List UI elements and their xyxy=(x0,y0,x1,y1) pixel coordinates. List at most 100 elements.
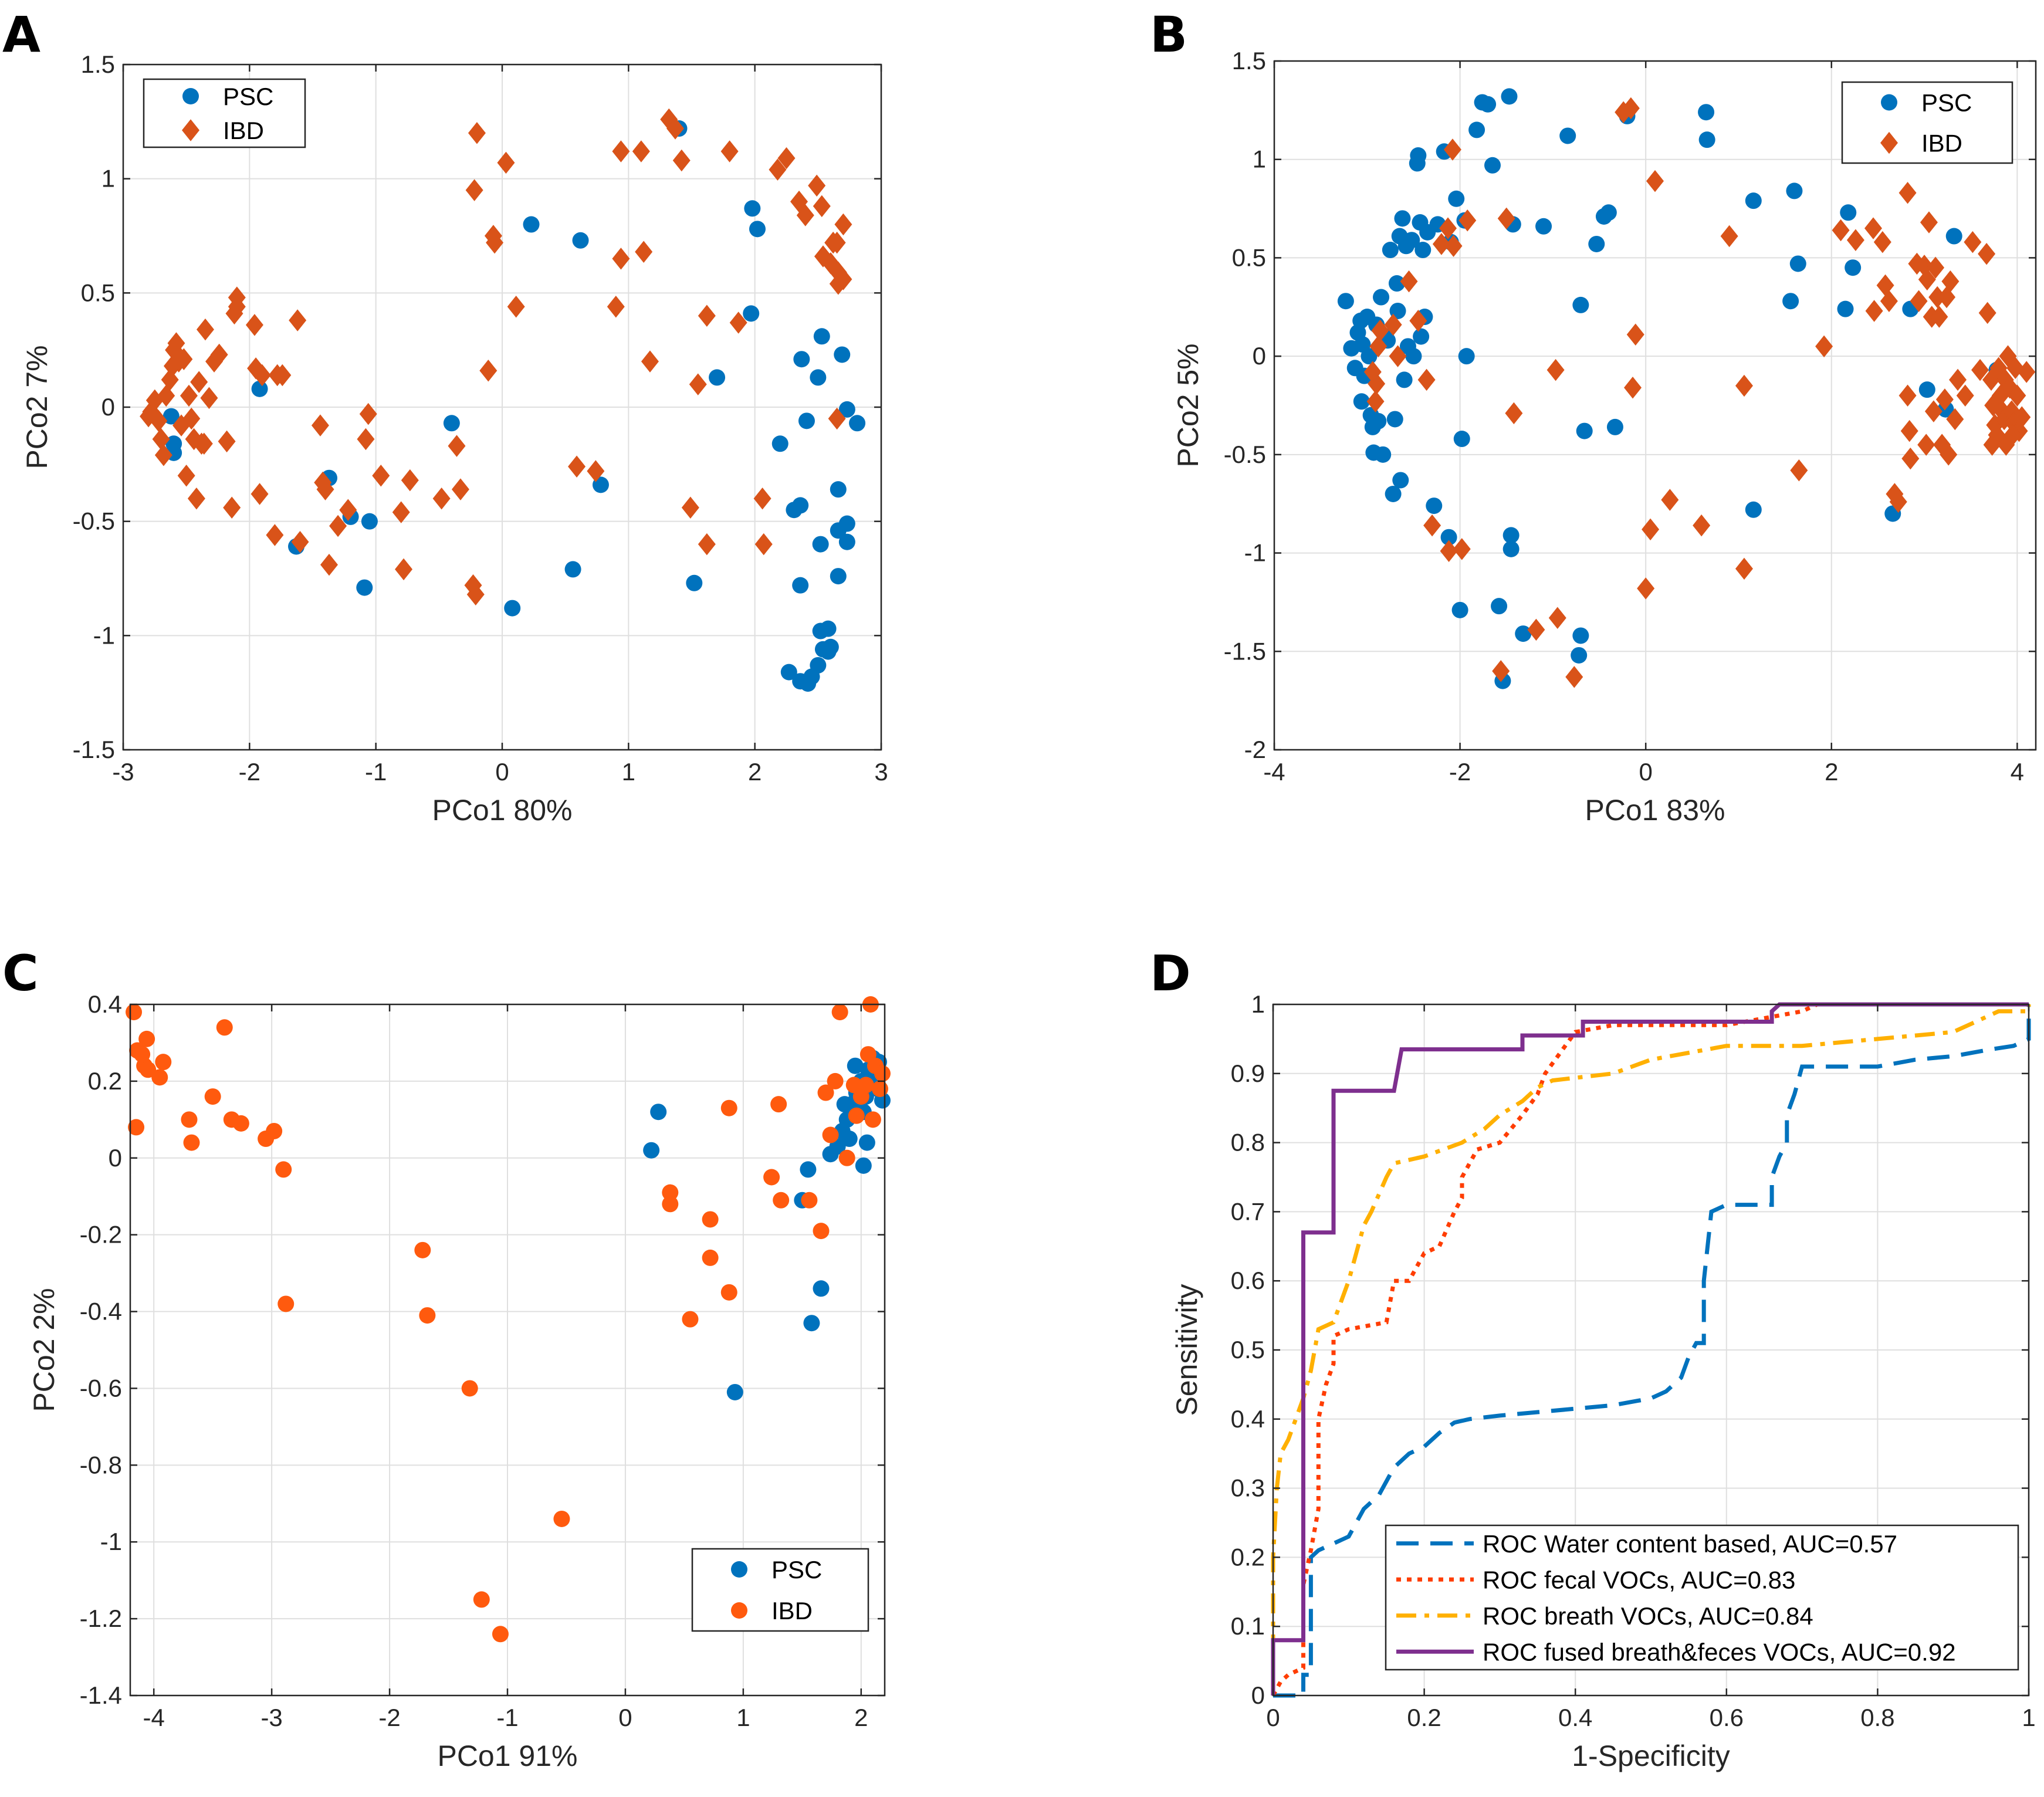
ibd-point xyxy=(196,318,214,341)
psc-point xyxy=(803,1315,820,1332)
psc-point xyxy=(443,415,460,432)
y-tick-label: 0.4 xyxy=(88,990,122,1018)
psc-point xyxy=(847,1057,864,1074)
psc-point xyxy=(1403,232,1420,249)
psc-point xyxy=(1837,300,1854,317)
ibd-point xyxy=(200,387,218,410)
x-tick-label: -1 xyxy=(496,1704,518,1731)
series-ibd xyxy=(140,108,852,606)
ibd-point xyxy=(864,1111,881,1128)
ibd-point xyxy=(817,1084,834,1101)
legend-marker xyxy=(731,1561,747,1578)
ibd-point xyxy=(672,149,691,172)
psc-point xyxy=(1370,412,1387,429)
x-tick-label: 0.2 xyxy=(1407,1704,1441,1731)
x-tick-label: 0 xyxy=(1639,758,1652,786)
ibd-point xyxy=(1790,459,1808,482)
ibd-point xyxy=(681,496,699,519)
ibd-point xyxy=(232,1115,249,1132)
ibd-point xyxy=(1642,518,1660,541)
psc-point xyxy=(798,412,815,429)
ibd-point xyxy=(1637,577,1655,600)
ibd-point xyxy=(1920,211,1938,233)
ibd-point xyxy=(372,465,390,487)
y-tick-label: 0 xyxy=(1253,342,1266,370)
ibd-point xyxy=(128,1119,145,1136)
psc-point xyxy=(813,1280,830,1297)
psc-point xyxy=(834,346,851,363)
ibd-point xyxy=(874,1065,891,1082)
psc-point xyxy=(1468,121,1485,138)
ibd-point xyxy=(1964,231,1982,253)
ibd-point xyxy=(316,478,334,500)
ibd-point xyxy=(834,213,852,236)
ibd-point xyxy=(1368,373,1386,395)
psc-point xyxy=(792,577,809,594)
ibd-point xyxy=(689,373,707,395)
psc-point xyxy=(1385,485,1402,502)
ibd-point xyxy=(465,179,483,201)
ibd-point xyxy=(155,1054,172,1071)
ibd-point xyxy=(662,1184,679,1201)
ibd-point xyxy=(228,286,246,309)
legend-label: IBD xyxy=(771,1597,813,1625)
ibd-point xyxy=(641,350,659,373)
legend-label: PSC xyxy=(1921,89,1972,117)
y-tick-label: -0.8 xyxy=(80,1451,122,1478)
ibd-point xyxy=(392,501,410,523)
ibd-point xyxy=(2013,406,2031,428)
ibd-point xyxy=(553,1510,570,1527)
ibd-point xyxy=(182,407,201,430)
ibd-point xyxy=(632,140,650,163)
panel-label: C xyxy=(2,945,39,1002)
ibd-point xyxy=(223,496,241,519)
ibd-point xyxy=(635,241,653,263)
ibd-point xyxy=(1548,607,1566,630)
ibd-point xyxy=(1956,384,1974,407)
psc-point xyxy=(523,216,540,233)
psc-point xyxy=(1845,259,1862,276)
y-tick-label: -1 xyxy=(93,621,115,649)
psc-point xyxy=(1559,127,1576,144)
panel-a: A -3 -2 -1 0 1 2 3-1.5-1-0.500.511.5 PCo1 80% … xyxy=(2,6,888,827)
psc-point xyxy=(1388,275,1405,292)
psc-point xyxy=(1458,348,1475,365)
y-tick-label: -1.4 xyxy=(80,1681,122,1709)
ibd-point xyxy=(126,1004,143,1021)
ibd-point xyxy=(1846,229,1864,251)
y-tick-label: -1 xyxy=(1244,539,1266,567)
psc-point xyxy=(1448,190,1465,207)
ibd-point xyxy=(216,1019,233,1036)
ibd-point xyxy=(770,1096,787,1113)
legend-marker xyxy=(1880,131,1898,154)
ibd-point xyxy=(183,1134,200,1151)
y-tick-label: 0.5 xyxy=(1232,243,1266,271)
series-ibd xyxy=(1363,97,2036,688)
ibd-point xyxy=(175,348,193,370)
x-tick-label: 0.8 xyxy=(1860,1704,1894,1731)
psc-point xyxy=(726,1383,743,1400)
legend-label: ROC Water content based, AUC=0.57 xyxy=(1483,1530,1897,1558)
ibd-point xyxy=(167,332,185,354)
x-tick-label: 2 xyxy=(854,1704,868,1731)
ibd-point xyxy=(138,1030,155,1047)
ibd-point xyxy=(157,384,175,407)
ibd-point xyxy=(461,1380,478,1397)
ibd-point xyxy=(1924,400,1943,422)
ibd-point xyxy=(204,1088,221,1105)
y-tick-label: -1 xyxy=(100,1528,122,1555)
y-tick-label: 0.3 xyxy=(1231,1474,1265,1502)
x-tick-label: -3 xyxy=(112,758,134,786)
legend: ROC Water content based, AUC=0.57 ROC fec… xyxy=(1385,1524,2019,1671)
legend-label: ROC breath VOCs, AUC=0.84 xyxy=(1483,1602,1813,1630)
psc-point xyxy=(800,1161,817,1178)
psc-point xyxy=(1576,422,1593,439)
ibd-point xyxy=(448,435,466,457)
legend-marker xyxy=(182,88,199,104)
psc-point xyxy=(1745,501,1762,518)
x-axis-label: 1-Specificity xyxy=(1572,1740,1730,1772)
legend-label: PSC xyxy=(223,83,273,110)
psc-point xyxy=(1571,647,1588,664)
psc-point xyxy=(1840,204,1857,221)
ibd-point xyxy=(1505,402,1523,425)
